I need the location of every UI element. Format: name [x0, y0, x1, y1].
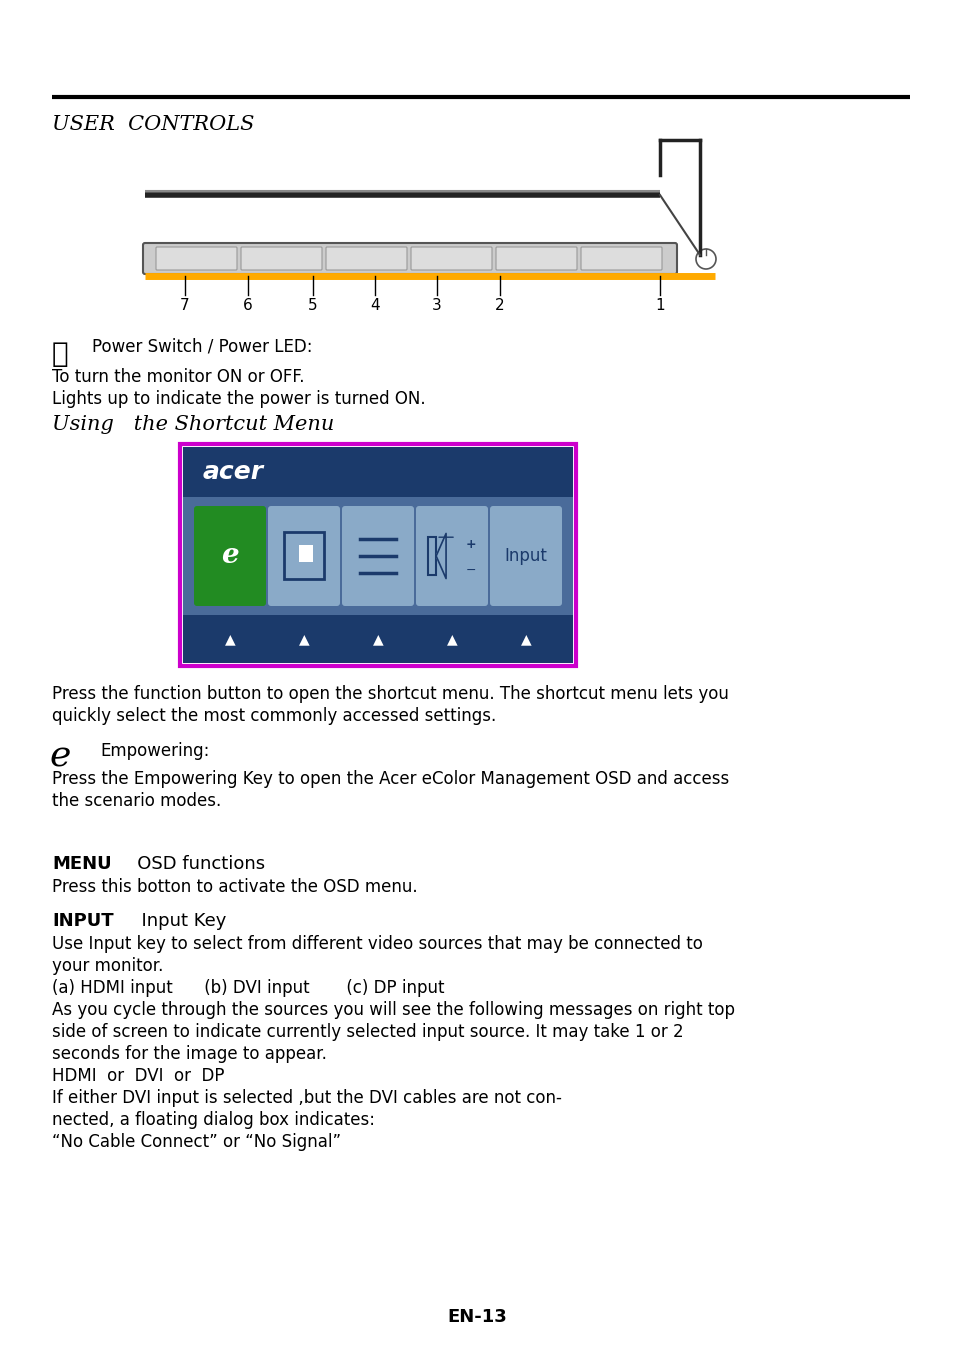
- FancyBboxPatch shape: [411, 247, 492, 270]
- FancyBboxPatch shape: [268, 505, 339, 606]
- Text: To turn the monitor ON or OFF.: To turn the monitor ON or OFF.: [52, 369, 304, 386]
- Text: ▲: ▲: [298, 631, 309, 646]
- Text: side of screen to indicate currently selected input source. It may take 1 or 2: side of screen to indicate currently sel…: [52, 1023, 683, 1041]
- Text: ⏻: ⏻: [52, 340, 69, 369]
- Text: (a) HDMI input      (b) DVI input       (c) DP input: (a) HDMI input (b) DVI input (c) DP inpu…: [52, 980, 444, 997]
- FancyBboxPatch shape: [341, 505, 414, 606]
- Text: ▲: ▲: [446, 631, 456, 646]
- Bar: [428, 537, 436, 575]
- Text: 6: 6: [243, 298, 253, 313]
- FancyBboxPatch shape: [143, 243, 677, 274]
- FancyBboxPatch shape: [496, 247, 577, 270]
- Text: Press the function button to open the shortcut menu. The shortcut menu lets you: Press the function button to open the sh…: [52, 686, 728, 703]
- Text: “No Cable Connect” or “No Signal”: “No Cable Connect” or “No Signal”: [52, 1133, 341, 1150]
- Text: Input Key: Input Key: [130, 912, 226, 930]
- Bar: [183, 447, 573, 497]
- Text: 7: 7: [180, 298, 190, 313]
- Text: e: e: [221, 542, 238, 569]
- Text: +: +: [465, 538, 476, 551]
- FancyBboxPatch shape: [580, 247, 661, 270]
- Bar: [180, 444, 576, 667]
- Text: As you cycle through the sources you will see the following messages on right to: As you cycle through the sources you wil…: [52, 1001, 734, 1019]
- Text: the scenario modes.: the scenario modes.: [52, 793, 221, 810]
- Text: your monitor.: your monitor.: [52, 957, 163, 976]
- Bar: [284, 533, 323, 580]
- Bar: [183, 497, 573, 615]
- Text: 5: 5: [308, 298, 317, 313]
- Text: Use Input key to select from different video sources that may be connected to: Use Input key to select from different v…: [52, 935, 702, 953]
- Bar: [298, 546, 313, 562]
- FancyBboxPatch shape: [416, 505, 488, 606]
- FancyBboxPatch shape: [156, 247, 236, 270]
- Text: Lights up to indicate the power is turned ON.: Lights up to indicate the power is turne…: [52, 390, 425, 408]
- Text: Press the Empowering Key to open the Acer eColor Management OSD and access: Press the Empowering Key to open the Ace…: [52, 770, 728, 789]
- Text: acer: acer: [203, 459, 264, 484]
- Text: EN-13: EN-13: [447, 1308, 506, 1327]
- Bar: [183, 615, 573, 663]
- FancyBboxPatch shape: [490, 505, 561, 606]
- Text: ▲: ▲: [225, 631, 235, 646]
- Text: 3: 3: [432, 298, 441, 313]
- Text: Using   the Shortcut Menu: Using the Shortcut Menu: [52, 415, 334, 434]
- Text: 4: 4: [370, 298, 379, 313]
- Text: ▲: ▲: [373, 631, 383, 646]
- Text: 1: 1: [655, 298, 664, 313]
- Text: −: −: [465, 564, 476, 577]
- Text: If either DVI input is selected ,but the DVI cables are not con-: If either DVI input is selected ,but the…: [52, 1089, 561, 1107]
- FancyBboxPatch shape: [241, 247, 322, 270]
- Text: seconds for the image to appear.: seconds for the image to appear.: [52, 1045, 327, 1064]
- Text: e: e: [49, 740, 71, 774]
- Text: Input: Input: [504, 547, 547, 565]
- Text: Empowering:: Empowering:: [100, 743, 209, 760]
- Polygon shape: [436, 534, 446, 579]
- Text: OSD functions: OSD functions: [120, 855, 265, 873]
- Text: MENU: MENU: [52, 855, 112, 873]
- Text: Power Switch / Power LED:: Power Switch / Power LED:: [91, 337, 313, 356]
- Text: HDMI  or  DVI  or  DP: HDMI or DVI or DP: [52, 1066, 224, 1085]
- Text: USER  CONTROLS: USER CONTROLS: [52, 115, 254, 134]
- FancyBboxPatch shape: [193, 505, 266, 606]
- Text: Press this botton to activate the OSD menu.: Press this botton to activate the OSD me…: [52, 878, 417, 896]
- Text: ▲: ▲: [520, 631, 531, 646]
- Text: 2: 2: [495, 298, 504, 313]
- Text: INPUT: INPUT: [52, 912, 113, 930]
- FancyBboxPatch shape: [326, 247, 407, 270]
- Text: nected, a floating dialog box indicates:: nected, a floating dialog box indicates:: [52, 1111, 375, 1129]
- Text: quickly select the most commonly accessed settings.: quickly select the most commonly accesse…: [52, 707, 496, 725]
